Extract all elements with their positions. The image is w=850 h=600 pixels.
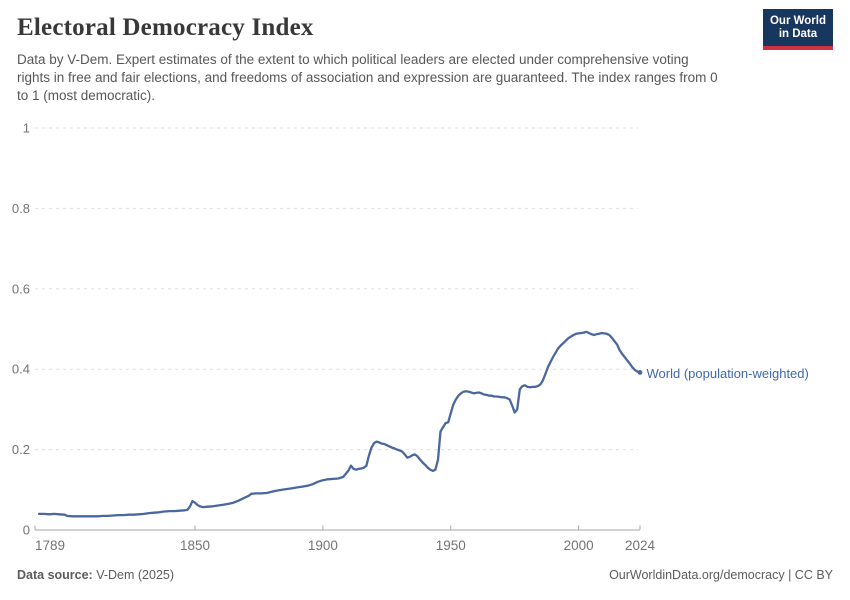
series-end-dot xyxy=(637,370,643,375)
x-tick-label-1789: 1789 xyxy=(35,538,65,553)
series-label: World (population-weighted) xyxy=(647,366,809,381)
x-tick-label-1900: 1900 xyxy=(308,538,338,553)
x-tick-label-2000: 2000 xyxy=(564,538,594,553)
owid-logo-line2: in Data xyxy=(778,28,818,40)
y-tick-label-0.2: 0.2 xyxy=(12,442,30,457)
x-tick-label-1950: 1950 xyxy=(436,538,466,553)
data-source: Data source: V-Dem (2025) xyxy=(17,568,174,582)
page-title: Electoral Democracy Index xyxy=(17,14,314,41)
y-tick-label-0.4: 0.4 xyxy=(12,362,30,377)
y-tick-label-0: 0 xyxy=(23,523,30,538)
chart-footer: Data source: V-Dem (2025) OurWorldinData… xyxy=(17,568,833,582)
y-tick-label-0.8: 0.8 xyxy=(12,201,30,216)
series-line-world[interactable] xyxy=(37,330,642,518)
credit-link[interactable]: OurWorldinData.org/democracy | CC BY xyxy=(609,568,833,582)
data-source-value: V-Dem (2025) xyxy=(92,568,175,582)
owid-logo[interactable]: Our World in Data xyxy=(762,9,833,50)
x-tick-label-1850: 1850 xyxy=(180,538,210,553)
page-subtitle: Data by V-Dem. Expert estimates of the e… xyxy=(17,52,718,103)
x-tick-label-2024: 2024 xyxy=(625,538,656,553)
owid-logo-line1: Our World xyxy=(769,15,826,27)
data-source-label: Data source: xyxy=(17,568,93,582)
y-tick-label-0.6: 0.6 xyxy=(12,281,30,296)
y-tick-label-1: 1 xyxy=(23,121,30,136)
